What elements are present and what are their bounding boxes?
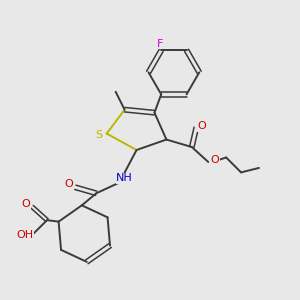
Text: O: O [21, 199, 30, 209]
Text: O: O [64, 179, 73, 189]
Text: NH: NH [116, 173, 133, 183]
Text: O: O [197, 121, 206, 131]
Text: OH: OH [16, 230, 34, 240]
Text: F: F [157, 39, 163, 49]
Text: S: S [95, 130, 102, 140]
Text: O: O [210, 154, 219, 165]
